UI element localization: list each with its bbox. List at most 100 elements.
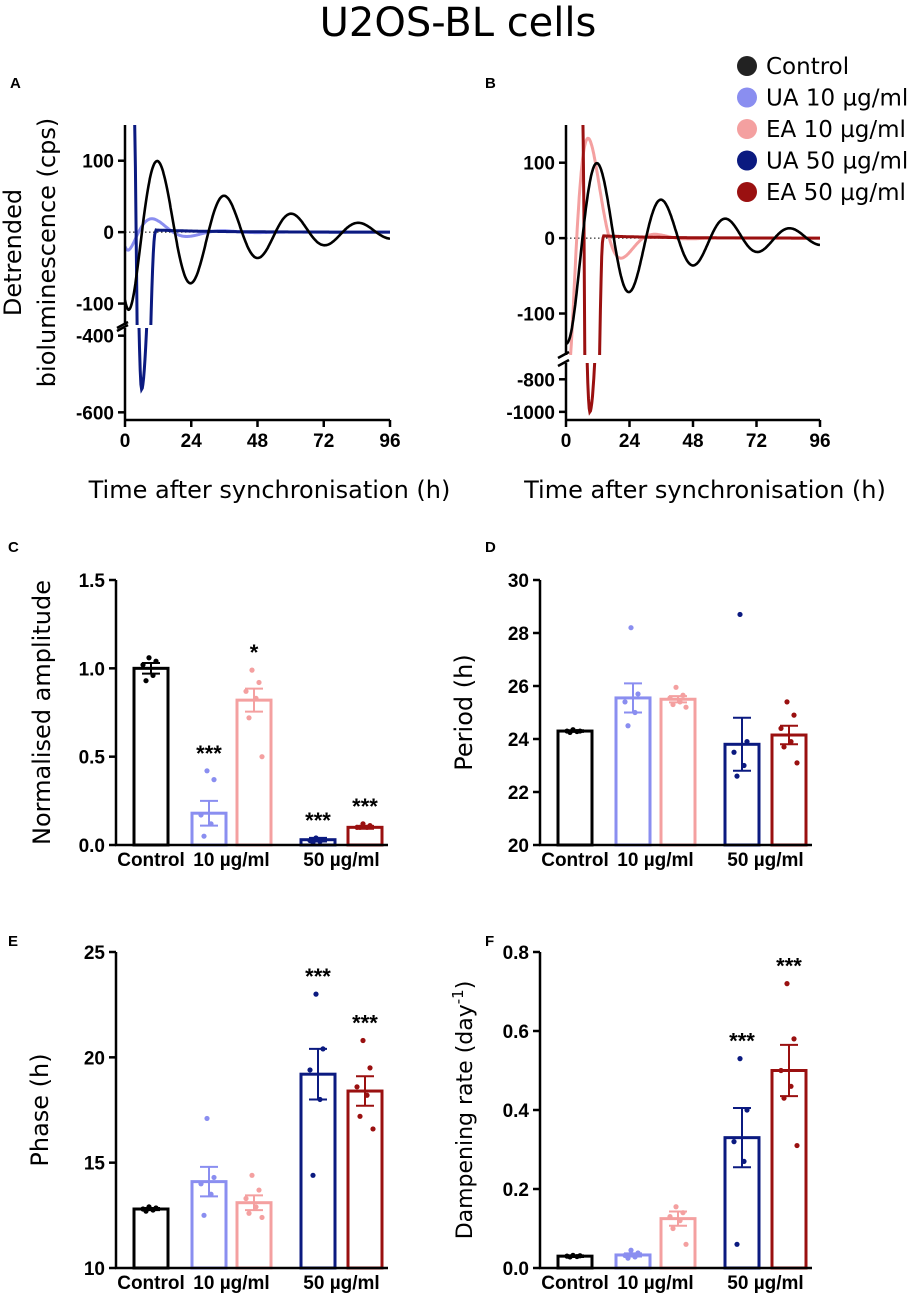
panel-f-bar-ea-10-g-ml-point <box>667 1214 673 1220</box>
panel-e-bar-ea-50-g-ml-point <box>354 1084 360 1090</box>
panel-f-bar-ua-10-g-ml-point <box>632 1254 638 1260</box>
panel-label-b: B <box>485 75 496 92</box>
panel-a-x-axis-label: Time after synchronisation (h) <box>88 476 451 504</box>
panel-d-bar-control-point <box>567 729 573 735</box>
panel-f-bar-ea-10-g-ml-point <box>673 1204 679 1210</box>
panel-d-bar-ua-10-g-ml-point <box>628 625 634 631</box>
panel-b-y-break-mark-lower <box>557 358 570 368</box>
panel-c-bar-ea-10-g-ml-point <box>243 688 249 694</box>
panel-b-line-lower-ea-50-g-ml <box>585 363 597 416</box>
panel-f-bar-ua-50-g-ml-point <box>731 1139 737 1145</box>
panel-c-bar-ea-50-g-ml <box>346 825 384 847</box>
legend-marker-ea-10-g-ml <box>737 119 757 139</box>
panel-f-bar-control-point <box>567 1254 573 1260</box>
panel-b-y-tick-label-lower: -1000 <box>506 403 555 424</box>
panel-d-bar-ua-10-g-ml <box>614 696 652 847</box>
panel-e-bar-ea-10-g-ml-point <box>246 1210 252 1216</box>
panel-f-group-label-10-g-ml: 10 µg/ml <box>617 1273 693 1294</box>
panel-d-group-label-control: Control <box>541 850 609 871</box>
panel-e-bar-ua-50-g-ml-point <box>313 991 319 997</box>
panel-d-group-label-10-g-ml: 10 µg/ml <box>617 850 693 871</box>
panel-e-bar-ua-10-g-ml-point <box>208 1191 214 1197</box>
panel-e-bar-ua-50-g-ml-point <box>320 1046 326 1052</box>
panel-c-bar-ua-10-g-ml-point <box>204 768 210 774</box>
panel-c-bar-ea-50-g-ml-significance: *** <box>352 794 378 819</box>
panel-f-bar-ea-10-g-ml-point <box>683 1241 689 1247</box>
panel-c-y-tick-label: 0.0 <box>79 836 105 857</box>
panel-c-bar-ea-50-g-ml-point <box>364 824 370 830</box>
panel-label-c: C <box>8 539 19 556</box>
panel-c-bar-ea-10-g-ml-point <box>246 715 252 721</box>
panel-e-bar-ea-10-g-ml <box>235 1201 273 1270</box>
panel-e-bar-ea-10-g-ml-point <box>253 1204 259 1210</box>
panel-f-y-tick-label: 0.6 <box>503 1022 529 1043</box>
panel-f-bar-ea-50-g-ml-point <box>791 1036 797 1042</box>
panel-e-bar-ua-50-g-ml-significance: *** <box>305 964 331 989</box>
panel-d-bar-ua-10-g-ml-point <box>635 691 641 697</box>
panel-e-group-label-control: Control <box>117 1273 185 1294</box>
panel-d-bar-ea-50-g-ml-point <box>784 699 790 705</box>
panel-e-bar-ea-50-g-ml <box>346 1089 384 1270</box>
panel-d-bar-ua-50-g-ml-point <box>744 739 750 745</box>
panel-b-x-tick-label: 0 <box>561 431 572 452</box>
panel-a-x-tick-label: 0 <box>120 431 131 452</box>
panel-f-group-label-control: Control <box>541 1273 609 1294</box>
panel-c-y-tick-label: 0.5 <box>79 748 106 769</box>
panel-d-bar-ea-50-g-ml-point <box>781 744 787 750</box>
panel-b-x-tick-label: 72 <box>746 431 767 452</box>
panel-e-bar-ea-50-g-ml-point <box>360 1037 366 1044</box>
panel-c-y-axis-label: Normalised amplitude <box>28 580 56 845</box>
panel-f-bar-ua-50-g-ml-point <box>737 1056 743 1062</box>
panel-e-bar-control-point <box>143 1208 149 1214</box>
panel-a-line-ua-50-g-ml <box>133 125 390 325</box>
legend-label-control: Control <box>766 54 849 80</box>
panel-a-line-lower-control <box>125 144 390 224</box>
panel-f-bar-ua-50-g-ml-point <box>741 1158 747 1164</box>
legend-label-ea-10-g-ml: EA 10 µg/ml <box>766 117 906 143</box>
panel-d-bar-ua-50-g-ml-point <box>737 611 743 618</box>
panel-d-bar-ua-10-g-ml-point <box>632 709 638 716</box>
panel-d-y-axis-label: Period (h) <box>450 654 478 770</box>
panel-e-bar-ea-50-g-ml-significance: *** <box>352 1010 378 1035</box>
panel-a-x-tick-label: 48 <box>247 431 268 452</box>
panel-d-bar-ea-50-g-ml-point <box>794 760 800 766</box>
chart-panel-a: 100 0 -100 -400 -600 0 24 48 72 96 Time after sync… <box>0 118 451 504</box>
panel-f-y-axis-label-superscript: -1 <box>449 989 467 1004</box>
legend-label-ea-50-g-ml: EA 50 µg/ml <box>766 180 906 206</box>
panel-d-y-tick-label: 20 <box>508 836 529 857</box>
panel-a-y-tick-label-lower: -400 <box>76 327 114 348</box>
panel-c-group-label-10-g-ml: 10 µg/ml <box>193 850 269 871</box>
panel-f-y-tick-label: 0.0 <box>503 1259 529 1280</box>
panel-b-y-tick-label-lower: -800 <box>517 370 555 391</box>
panel-a-y-axis-label-line2: bioluminescence (cps) <box>33 118 61 387</box>
panel-e-y-axis-label: Phase (h) <box>26 1053 54 1166</box>
chart-panel-e: *** *** 10 15 20 25 Control 10 µg/ml 50 µg/ml Pha… <box>26 943 388 1294</box>
panel-a-y-axis-label-line1: Detrended <box>0 189 27 316</box>
panel-label-e: E <box>8 933 18 950</box>
legend-marker-ua-10-g-ml <box>737 87 757 108</box>
panel-a-y-break-mark-lower <box>116 323 129 333</box>
panel-e-bar-control <box>132 1207 170 1270</box>
panel-d-bar-ea-50-g-ml <box>770 733 808 847</box>
panel-d-bar-ea-50-g-ml-point <box>788 739 794 745</box>
panel-b-x-tick-label: 48 <box>682 431 703 452</box>
panel-f-bar-ea-50-g-ml-point <box>788 1083 794 1089</box>
panel-d-bar-ea-10-g-ml <box>659 697 697 847</box>
panel-f-bar-ea-50-g-ml-point <box>781 1095 787 1101</box>
panel-e-bar-ea-10-g-ml-point <box>256 1187 262 1193</box>
panel-f-bar-ua-10-g-ml-point <box>635 1250 641 1256</box>
panel-c-bar-ea-10-g-ml-point <box>253 695 259 701</box>
panel-a-line-lower-ua-50-g-ml <box>137 328 149 394</box>
panel-e-bar-ea-50-g-ml-point <box>364 1092 370 1098</box>
panel-f-bar-ua-50-g-ml-significance: *** <box>729 1029 755 1054</box>
panel-c-bar-ua-10-g-ml-significance: *** <box>196 741 222 766</box>
panel-e-bar-ua-50-g-ml-point <box>317 1096 323 1103</box>
panel-e-group-label-50-g-ml: 50 µg/ml <box>303 1273 379 1294</box>
panel-b-y-tick-label: -100 <box>517 305 555 326</box>
panel-c-y-tick-label: 1.0 <box>79 659 105 680</box>
panel-c-bar-control-point <box>146 655 152 661</box>
panel-c-y-axis-label-text: Normalised amplitude <box>28 580 56 845</box>
panel-e-bar-ua-10-g-ml-point <box>198 1181 204 1187</box>
panel-c-bar-control-point <box>153 658 159 664</box>
panel-c-bar-ua-10-g-ml-point <box>211 777 217 783</box>
